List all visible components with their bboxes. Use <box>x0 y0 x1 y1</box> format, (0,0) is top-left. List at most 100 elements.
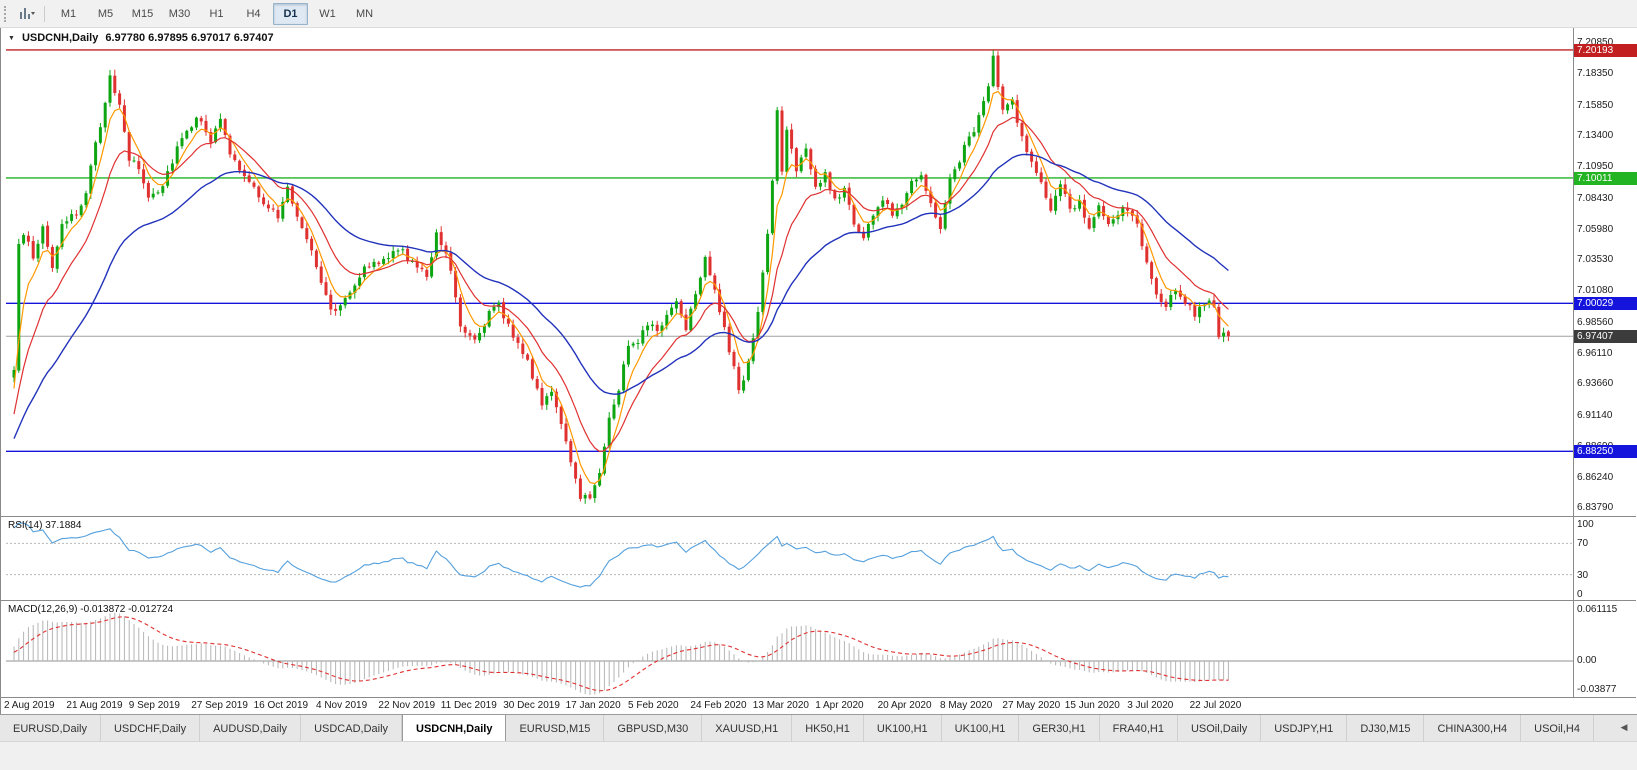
chart-periods-icon[interactable] <box>15 4 39 24</box>
date-axis-label: 13 Mar 2020 <box>752 700 809 711</box>
tab-scroll-left-icon[interactable]: ◀ <box>1620 722 1628 732</box>
timeframe-button-h4[interactable]: H4 <box>246 7 261 20</box>
chart-title: ▼ USDCNH,Daily 6.97780 6.97895 6.97017 6… <box>8 32 274 44</box>
rsi-axis-label: 0 <box>1577 589 1583 600</box>
price-axis-label: 7.03530 <box>1577 254 1614 266</box>
timeframe-button-w1[interactable]: W1 <box>319 7 336 20</box>
date-axis-label: 1 Apr 2020 <box>815 700 864 711</box>
rsi-axis-label: 70 <box>1577 538 1589 550</box>
price-axis-label: 7.20850 <box>1577 36 1614 48</box>
timeframe-button-m1[interactable]: M1 <box>60 7 77 20</box>
chart-tab-xauusd-h1[interactable]: XAUUSD,H1 <box>702 715 793 742</box>
date-axis-label: 15 Jun 2020 <box>1064 700 1120 711</box>
price-axis-label: 7.15850 <box>1577 99 1614 111</box>
price-axis-label: 6.86240 <box>1577 471 1614 483</box>
timeframe-button-m15[interactable]: M15 <box>131 7 154 20</box>
chart-tab-hk50-h1[interactable]: HK50,H1 <box>792 715 864 742</box>
price-axis-label: 7.05980 <box>1577 223 1614 235</box>
date-axis-label: 17 Jan 2020 <box>565 700 621 711</box>
price-level-marker: 7.10011 <box>1574 171 1637 185</box>
price-axis-label: 6.93660 <box>1577 378 1614 390</box>
chart-tab-usoil-h4[interactable]: USOil,H4 <box>1521 715 1594 742</box>
date-axis-label: 27 May 2020 <box>1002 700 1061 711</box>
timeframe-buttons: M1 M5 M15 M30 H1 H4 D1 W1 MN <box>50 2 383 25</box>
chart-menu-icon[interactable]: ▼ <box>8 34 15 42</box>
chart-tab-ger30-h1[interactable]: GER30,H1 <box>1019 715 1100 742</box>
chart-tab-china300-h4[interactable]: CHINA300,H4 <box>1424 715 1522 742</box>
chart-tabs: EURUSD,Daily USDCHF,Daily AUDUSD,Daily USDC… <box>0 715 1610 742</box>
price-level-marker: 6.88250 <box>1574 445 1637 459</box>
price-level-marker: 7.00029 <box>1574 297 1637 311</box>
date-axis-label: 3 Jul 2020 <box>1127 700 1174 711</box>
chart-tab-usdcad-daily[interactable]: USDCAD,Daily <box>301 715 403 742</box>
toolbar-separator <box>44 5 45 22</box>
price-axis-label: 7.01080 <box>1577 285 1614 297</box>
chart-tab-usdcnh-daily[interactable]: USDCNH,Daily <box>402 715 507 742</box>
chart-tabs-bar: EURUSD,Daily USDCHF,Daily AUDUSD,Daily USDC… <box>0 714 1637 742</box>
pane-divider[interactable] <box>1 697 1636 698</box>
price-chart-canvas[interactable] <box>6 31 1573 516</box>
price-axis-label: 7.10950 <box>1577 161 1614 173</box>
price-axis-separator <box>1573 28 1574 697</box>
toolbar-drag-handle[interactable] <box>4 5 10 22</box>
chart-tab-gbpusd-m30[interactable]: GBPUSD,M30 <box>604 715 703 742</box>
price-axis-label: 6.96110 <box>1577 347 1613 359</box>
date-axis-label: 22 Nov 2019 <box>378 700 436 711</box>
price-level-marker: 7.20193 <box>1574 43 1637 57</box>
macd-indicator-label: MACD(12,26,9) -0.013872 -0.012724 <box>8 604 174 615</box>
chart-tab-uk100-h1[interactable]: UK100,H1 <box>941 715 1020 742</box>
timeframe-button-m30[interactable]: M30 <box>168 7 191 20</box>
status-bar <box>0 741 1637 770</box>
price-axis-label: 7.18350 <box>1577 68 1614 80</box>
date-axis-label: 22 Jul 2020 <box>1189 700 1242 711</box>
chart-tab-fra40-h1[interactable]: FRA40,H1 <box>1099 715 1178 742</box>
date-axis-label: 8 May 2020 <box>940 700 993 711</box>
chart-tab-usoil-daily[interactable]: USOil,Daily <box>1177 715 1262 742</box>
macd-axis-label: 0.00 <box>1577 655 1597 666</box>
date-axis-label: 4 Nov 2019 <box>316 700 368 711</box>
rsi-axis-label: 30 <box>1577 569 1589 581</box>
pane-divider[interactable] <box>1 516 1636 517</box>
chart-symbol-period: USDCNH,Daily <box>21 32 99 44</box>
chart-tab-eurusd-daily[interactable]: EURUSD,Daily <box>0 715 101 742</box>
time-axis[interactable]: 2 Aug 2019 21 Aug 2019 9 Sep 2019 27 Sep 20… <box>1 698 1573 713</box>
chart-ohlc-values: 6.97780 6.97895 6.97017 6.97407 <box>105 32 274 44</box>
date-axis-label: 5 Feb 2020 <box>628 700 679 711</box>
macd-axis-label: 0.061115 <box>1577 604 1618 615</box>
chart-tab-uk100-h1[interactable]: UK100,H1 <box>863 715 942 742</box>
date-axis-label: 20 Apr 2020 <box>877 700 932 711</box>
rsi-indicator-canvas[interactable] <box>6 518 1573 600</box>
date-axis-label: 11 Dec 2019 <box>440 700 497 711</box>
bar-chart-glyph <box>20 8 35 19</box>
price-axis-label: 6.91140 <box>1577 410 1613 421</box>
date-axis-label: 16 Oct 2019 <box>253 700 309 711</box>
price-axis-label: 7.08430 <box>1577 192 1614 204</box>
macd-axis-label: -0.03877 <box>1577 684 1617 695</box>
chart-tab-usdchf-daily[interactable]: USDCHF,Daily <box>100 715 201 742</box>
rsi-indicator-label: RSI(14) 37.1884 <box>8 520 82 531</box>
rsi-axis-label: 100 <box>1577 519 1594 530</box>
timeframe-button-mn[interactable]: MN <box>355 7 374 20</box>
timeframe-button-m5[interactable]: M5 <box>97 7 114 20</box>
chart-tab-eurusd-m15[interactable]: EURUSD,M15 <box>506 715 605 742</box>
chart-window: ▼ USDCNH,Daily 6.97780 6.97895 6.97017 6… <box>0 27 1637 716</box>
chart-tab-dj30-m15[interactable]: DJ30,M15 <box>1347 715 1425 742</box>
timeframe-toolbar: M1 M5 M15 M30 H1 H4 D1 W1 MN <box>0 0 1637 28</box>
date-axis-label: 9 Sep 2019 <box>128 700 180 711</box>
date-axis-label: 2 Aug 2019 <box>4 700 55 711</box>
date-axis-label: 30 Dec 2019 <box>503 700 560 711</box>
price-axis-label: 7.13400 <box>1577 130 1614 142</box>
chart-tab-usdjpy-h1[interactable]: USDJPY,H1 <box>1261 715 1348 742</box>
macd-indicator-canvas[interactable] <box>6 602 1573 697</box>
timeframe-button-d1[interactable]: D1 <box>273 2 308 25</box>
date-axis-label: 27 Sep 2019 <box>191 700 248 711</box>
chart-tab-audusd-daily[interactable]: AUDUSD,Daily <box>200 715 302 742</box>
price-axis[interactable]: 7.20850 7.18350 7.15850 7.13400 7.10950 7.084… <box>1574 28 1637 698</box>
current-price-marker: 6.97407 <box>1574 330 1637 344</box>
date-axis-label: 24 Feb 2020 <box>690 700 747 711</box>
price-axis-label: 6.83790 <box>1577 502 1614 514</box>
pane-divider[interactable] <box>1 600 1636 601</box>
date-axis-label: 21 Aug 2019 <box>66 700 123 711</box>
price-axis-label: 6.98560 <box>1577 316 1614 328</box>
timeframe-button-h1[interactable]: H1 <box>209 7 224 20</box>
